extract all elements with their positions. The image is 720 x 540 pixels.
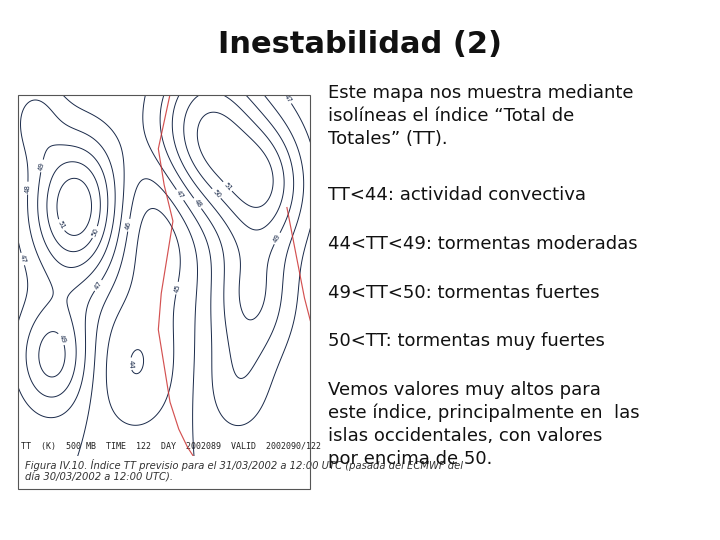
Text: 47: 47 bbox=[94, 280, 103, 291]
Text: Este mapa nos muestra mediante
isolíneas el índice “Total de
Totales” (TT).: Este mapa nos muestra mediante isolíneas… bbox=[328, 84, 633, 147]
Text: TT<44: actividad convectiva: TT<44: actividad convectiva bbox=[328, 186, 585, 204]
Text: 44<TT<49: tormentas moderadas: 44<TT<49: tormentas moderadas bbox=[328, 235, 637, 253]
Text: 51: 51 bbox=[222, 181, 233, 192]
Text: 48: 48 bbox=[192, 198, 202, 209]
Text: 49: 49 bbox=[38, 161, 45, 171]
Text: 47: 47 bbox=[283, 93, 293, 104]
Text: 45: 45 bbox=[174, 284, 181, 293]
Text: 47: 47 bbox=[175, 190, 185, 200]
Text: TT  (K)  500 MB  TIME  122  DAY  2002089  VALID  2002090/122: TT (K) 500 MB TIME 122 DAY 2002089 VALID… bbox=[21, 442, 321, 451]
Text: 49: 49 bbox=[58, 334, 67, 344]
Text: 47: 47 bbox=[19, 254, 27, 264]
Text: 50: 50 bbox=[211, 188, 222, 199]
Text: 49: 49 bbox=[272, 233, 282, 244]
Text: Inestabilidad (2): Inestabilidad (2) bbox=[218, 30, 502, 59]
Text: 51: 51 bbox=[56, 220, 66, 231]
Text: 44: 44 bbox=[127, 359, 134, 368]
Text: 46: 46 bbox=[125, 220, 132, 230]
Text: 49<TT<50: tormentas fuertes: 49<TT<50: tormentas fuertes bbox=[328, 284, 599, 301]
Text: 50: 50 bbox=[91, 227, 99, 238]
Text: 50<TT: tormentas muy fuertes: 50<TT: tormentas muy fuertes bbox=[328, 332, 605, 350]
Text: 48: 48 bbox=[24, 184, 31, 193]
Text: Figura IV.10. Índice TT previsio para el 31/03/2002 a 12:00 UTC (pasada del ECMW: Figura IV.10. Índice TT previsio para el… bbox=[25, 459, 463, 483]
Text: Vemos valores muy altos para
este índice, principalmente en  las
islas occidenta: Vemos valores muy altos para este índice… bbox=[328, 381, 639, 468]
